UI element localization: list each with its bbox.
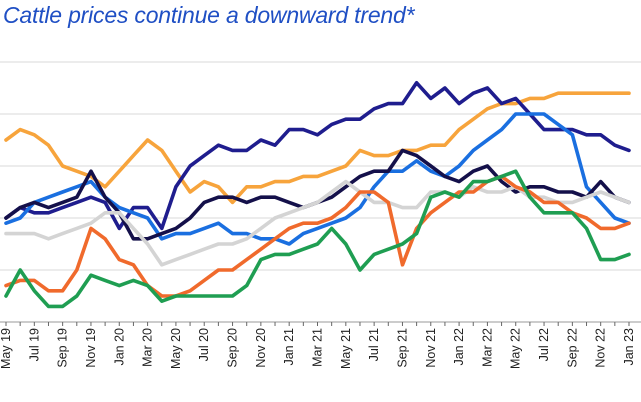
- x-tick-label: Mar 20: [141, 328, 155, 367]
- x-tick-label: May 22: [509, 328, 523, 369]
- x-tick-label: Jul 22: [537, 328, 551, 361]
- x-tick-label: Mar 22: [480, 328, 494, 367]
- series-line-5: [4, 179, 631, 267]
- x-tick-label: Jan 21: [282, 328, 296, 366]
- x-tick-label: May 20: [169, 328, 183, 369]
- x-tick-label: Jul 20: [197, 328, 211, 361]
- x-tick-label: Mar 21: [311, 328, 325, 367]
- chart-title: Cattle prices continue a downward trend*: [3, 2, 415, 28]
- x-tick-label: Sep 22: [565, 328, 579, 368]
- x-tick-label: Jan 20: [112, 328, 126, 366]
- x-tick-label: Sep 20: [226, 328, 240, 368]
- x-tick-label: Jan 22: [452, 328, 466, 366]
- x-tick-label: Nov 21: [424, 328, 438, 368]
- x-tick-label: Jan 23: [622, 328, 636, 366]
- series-line-1: [4, 91, 631, 205]
- series-line-2: [4, 81, 631, 231]
- x-tick-label: Nov 19: [84, 328, 98, 368]
- x-tick-label: Sep 19: [56, 328, 70, 368]
- x-tick-label: Nov 20: [254, 328, 268, 368]
- x-tick-label: Jul 21: [367, 328, 381, 361]
- x-tick-label: Jul 19: [27, 328, 41, 361]
- x-tick-label: May 21: [339, 328, 353, 369]
- x-tick-label: Nov 22: [594, 328, 608, 368]
- series-line-7: [4, 169, 631, 309]
- x-axis-ticks: [5, 322, 630, 326]
- series-lines: [4, 81, 631, 309]
- x-tick-label: May 19: [0, 328, 13, 369]
- grid-lines: [0, 61, 641, 271]
- x-tick-labels: May 19 Jul 19 Sep 19 Nov 19 Jan 20 Mar 20 May …: [0, 328, 636, 369]
- x-tick-label: Sep 21: [395, 328, 409, 368]
